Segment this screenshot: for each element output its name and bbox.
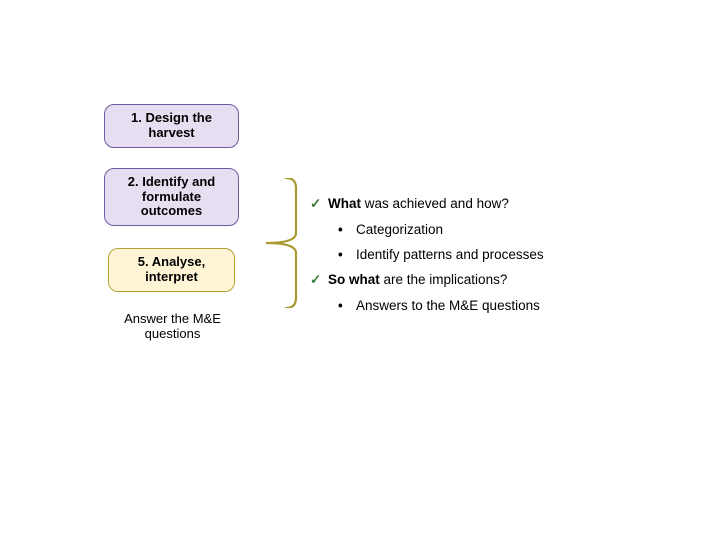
flow-box-label: 5. Analyse, interpret xyxy=(115,255,228,285)
flow-box-label: 2. Identify and formulate outcomes xyxy=(111,175,232,220)
bullet-row: •Identify patterns and processes xyxy=(338,247,690,262)
bullet-row: ✓What was achieved and how? xyxy=(310,196,690,212)
flow-box-answer: Answer the M&E questions xyxy=(116,300,229,354)
flow-box-label: 1. Design the harvest xyxy=(111,111,232,141)
bullet-dot-icon: • xyxy=(338,222,356,237)
bullet-text: So what are the implications? xyxy=(328,272,507,287)
flow-box-label: Answer the M&E questions xyxy=(123,312,222,342)
flow-box-step5: 5. Analyse, interpret xyxy=(108,248,235,292)
bullet-list: ✓What was achieved and how?•Categorizati… xyxy=(310,196,690,323)
bullet-dot-icon: • xyxy=(338,298,356,313)
bullet-text: Identify patterns and processes xyxy=(356,247,544,262)
bullet-text: Categorization xyxy=(356,222,443,237)
bullet-text: Answers to the M&E questions xyxy=(356,298,540,313)
check-icon: ✓ xyxy=(310,272,328,288)
flow-box-step2: 2. Identify and formulate outcomes xyxy=(104,168,239,226)
check-icon: ✓ xyxy=(310,196,328,212)
bullet-row: •Categorization xyxy=(338,222,690,237)
curly-brace-icon xyxy=(260,178,300,308)
bullet-row: ✓So what are the implications? xyxy=(310,272,690,288)
bullet-text: What was achieved and how? xyxy=(328,196,509,211)
bullet-row: •Answers to the M&E questions xyxy=(338,298,690,313)
flow-box-step1: 1. Design the harvest xyxy=(104,104,239,148)
bullet-dot-icon: • xyxy=(338,247,356,262)
